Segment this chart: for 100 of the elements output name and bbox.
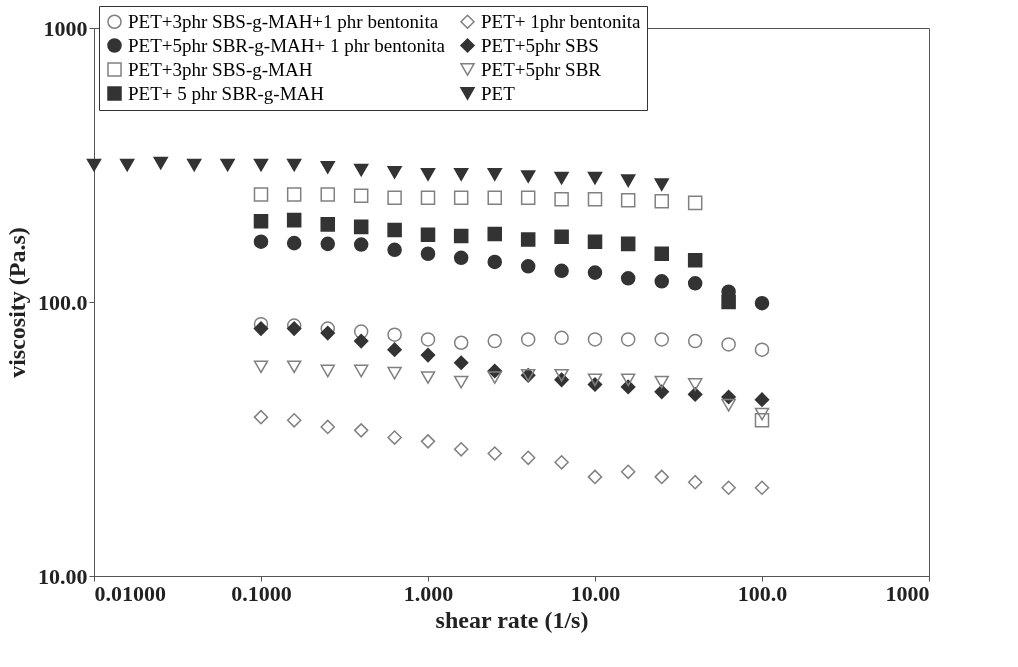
point	[654, 246, 670, 262]
point	[453, 335, 469, 351]
point	[587, 332, 603, 347]
point	[520, 332, 536, 347]
x-tick-label: 1000	[885, 580, 930, 606]
point	[253, 187, 269, 202]
point	[320, 217, 336, 232]
x-tick-label: 0.01000	[94, 580, 166, 606]
point	[420, 332, 436, 347]
point	[554, 330, 569, 346]
point	[387, 222, 402, 238]
point	[587, 373, 603, 387]
point	[420, 190, 436, 206]
y-tick-label: 100.0	[38, 289, 88, 315]
point	[687, 276, 703, 291]
point	[754, 295, 770, 311]
point	[320, 364, 336, 378]
point	[721, 389, 736, 405]
point	[320, 325, 336, 341]
point	[487, 254, 503, 270]
point	[286, 187, 302, 202]
point	[353, 188, 369, 204]
point	[620, 464, 636, 480]
point	[587, 265, 603, 280]
point	[387, 190, 402, 206]
point	[487, 190, 503, 206]
y-axis-title: viscosity (Pa.s)	[4, 227, 30, 378]
point	[453, 228, 469, 244]
point	[487, 333, 503, 349]
legend-label: PET+5phr SBS	[481, 34, 599, 56]
point	[754, 392, 770, 407]
point	[687, 378, 703, 391]
point	[353, 333, 369, 349]
point	[320, 187, 336, 202]
point	[420, 246, 436, 262]
x-tick-label: 10.00	[570, 580, 621, 606]
x-axis-title: shear rate (1/s)	[435, 606, 589, 633]
point	[286, 413, 302, 428]
point	[520, 450, 536, 466]
point	[654, 469, 670, 485]
point	[420, 227, 436, 242]
point	[620, 236, 636, 252]
point	[286, 360, 302, 374]
legend-label: PET+3phr SBS-g-MAH+1 phr bentonita	[128, 10, 439, 32]
point	[754, 407, 770, 421]
x-tick-label: 0.1000	[231, 580, 292, 606]
point	[253, 409, 269, 425]
point	[420, 434, 436, 449]
point	[554, 368, 569, 382]
point	[520, 259, 536, 274]
point	[253, 234, 269, 249]
point	[554, 229, 569, 245]
point	[721, 294, 736, 310]
point	[687, 253, 703, 268]
point	[654, 384, 670, 400]
point	[654, 332, 670, 347]
point	[620, 373, 636, 387]
y-tick-label: 10.00	[38, 563, 88, 589]
point	[253, 214, 269, 229]
point	[453, 250, 469, 266]
point	[721, 398, 736, 412]
point	[286, 235, 302, 251]
point	[587, 192, 603, 207]
point	[353, 237, 369, 252]
legend-label: PET+3phr SBS-g-MAH	[128, 58, 313, 80]
point	[353, 364, 369, 378]
point	[654, 375, 670, 389]
point	[387, 366, 402, 380]
point	[453, 190, 469, 206]
point	[387, 342, 402, 357]
point	[654, 194, 670, 209]
point	[620, 193, 636, 208]
point	[487, 226, 503, 242]
point	[453, 442, 469, 457]
point	[721, 480, 736, 495]
legend-label: PET+ 1phr bentonita	[481, 10, 642, 32]
point	[554, 192, 569, 207]
point	[453, 375, 469, 389]
point	[620, 271, 636, 286]
point	[453, 355, 469, 371]
point	[353, 219, 369, 235]
point	[487, 371, 503, 384]
point	[520, 232, 536, 247]
point	[654, 274, 670, 289]
x-tick-label: 1.000	[403, 580, 454, 606]
point	[620, 332, 636, 347]
legend-label: PET+5phr SBR-g-MAH+ 1 phr bentonita	[128, 34, 446, 56]
point	[353, 324, 369, 339]
point	[253, 321, 269, 336]
point	[687, 333, 703, 349]
point	[320, 419, 336, 435]
point	[554, 455, 569, 470]
point	[554, 263, 569, 279]
point	[520, 190, 536, 206]
point	[721, 337, 736, 352]
point	[687, 474, 703, 490]
point	[320, 236, 336, 252]
point	[487, 446, 503, 461]
point	[687, 387, 703, 402]
point	[754, 342, 770, 357]
